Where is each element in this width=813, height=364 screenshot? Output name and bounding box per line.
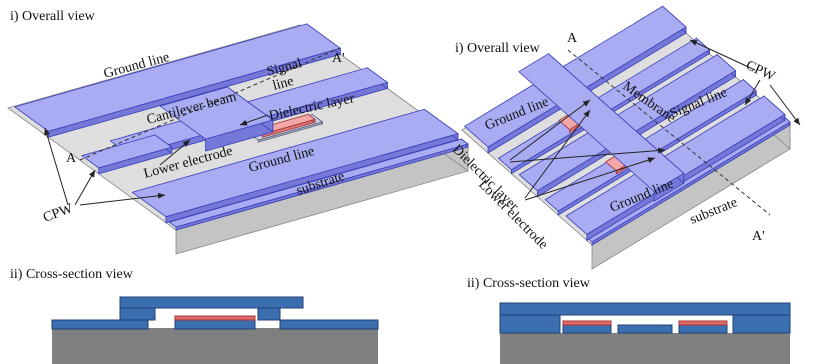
drawings	[8, 6, 790, 269]
figure: i) Overall view Ground line Cantilever b…	[0, 0, 813, 364]
label: A'	[752, 229, 765, 244]
panel-title: i) Overall view	[455, 41, 541, 56]
right-cross-section	[500, 303, 790, 364]
arrow	[75, 170, 95, 205]
label: A'	[332, 51, 345, 66]
left-cross-section	[52, 297, 378, 364]
label: CPW	[743, 58, 778, 85]
panel-title: i) Overall view	[10, 9, 96, 24]
label: CPW	[41, 201, 75, 226]
panel-title: ii) Cross-section view	[467, 276, 591, 291]
label: A	[66, 151, 77, 166]
label: A	[567, 31, 578, 46]
panel-title: ii) Cross-section view	[10, 267, 134, 282]
